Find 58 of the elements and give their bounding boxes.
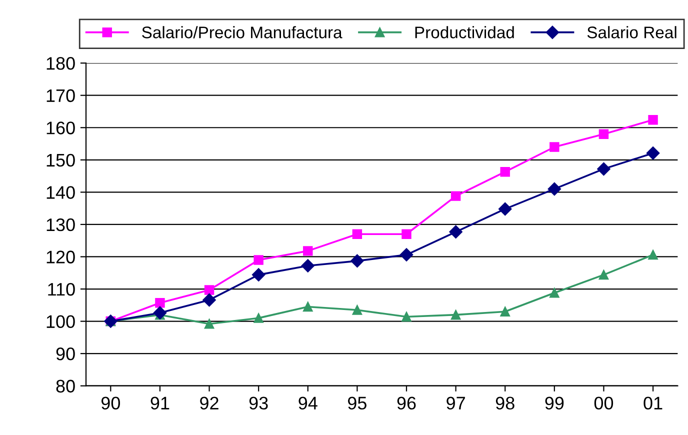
x-tick-label: 95 — [348, 396, 366, 410]
legend-label: Salario Real — [587, 26, 676, 38]
y-tick-label: 170 — [46, 89, 75, 102]
point — [648, 115, 658, 125]
point — [646, 146, 660, 160]
point — [402, 229, 412, 240]
point — [598, 270, 609, 280]
point — [254, 255, 264, 265]
y-tick-label: 160 — [46, 122, 75, 134]
point — [498, 202, 512, 216]
point — [597, 162, 610, 176]
point — [202, 293, 216, 307]
x-tick-label: 97 — [446, 396, 465, 410]
y-tick-label: 130 — [46, 218, 75, 232]
point — [303, 246, 313, 256]
point — [252, 268, 266, 282]
point — [204, 319, 214, 329]
point — [550, 288, 560, 298]
x-tick-label: 91 — [150, 396, 170, 410]
x-tick-label: 00 — [594, 396, 614, 410]
point — [400, 248, 414, 262]
point — [352, 305, 362, 315]
point — [254, 313, 264, 323]
legend-label: Salario/Precio Manufactura — [142, 26, 342, 38]
point — [352, 229, 362, 240]
point — [350, 254, 364, 268]
point — [153, 306, 167, 320]
point — [500, 306, 510, 316]
y-tick-label: 90 — [56, 348, 75, 360]
point — [500, 166, 510, 177]
x-tick-label: 94 — [298, 396, 318, 410]
point — [450, 191, 461, 201]
x-tick-label: 99 — [545, 396, 564, 410]
point — [548, 182, 561, 196]
y-tick-label: 180 — [46, 57, 75, 70]
point — [155, 298, 165, 308]
legend-label: Productividad — [415, 26, 514, 38]
point — [301, 259, 314, 272]
x-tick-label: 01 — [644, 396, 662, 410]
y-tick-label: 110 — [48, 282, 75, 296]
y-tick-label: 150 — [46, 154, 75, 167]
point — [303, 302, 313, 312]
point — [449, 225, 462, 238]
point — [204, 285, 214, 295]
y-tick-label: 120 — [46, 250, 75, 264]
point — [450, 310, 461, 320]
x-tick-label: 96 — [397, 396, 416, 410]
y-tick-label: 140 — [46, 186, 75, 199]
x-tick-label: 92 — [200, 396, 218, 410]
point — [550, 142, 560, 152]
x-tick-label: 90 — [101, 396, 120, 410]
x-tick-label: 93 — [249, 396, 268, 410]
point — [648, 250, 658, 260]
point — [598, 129, 609, 139]
x-tick-label: 98 — [496, 396, 514, 410]
y-tick-label: 100 — [46, 315, 75, 328]
point — [402, 312, 412, 322]
y-tick-label: 80 — [56, 380, 75, 393]
